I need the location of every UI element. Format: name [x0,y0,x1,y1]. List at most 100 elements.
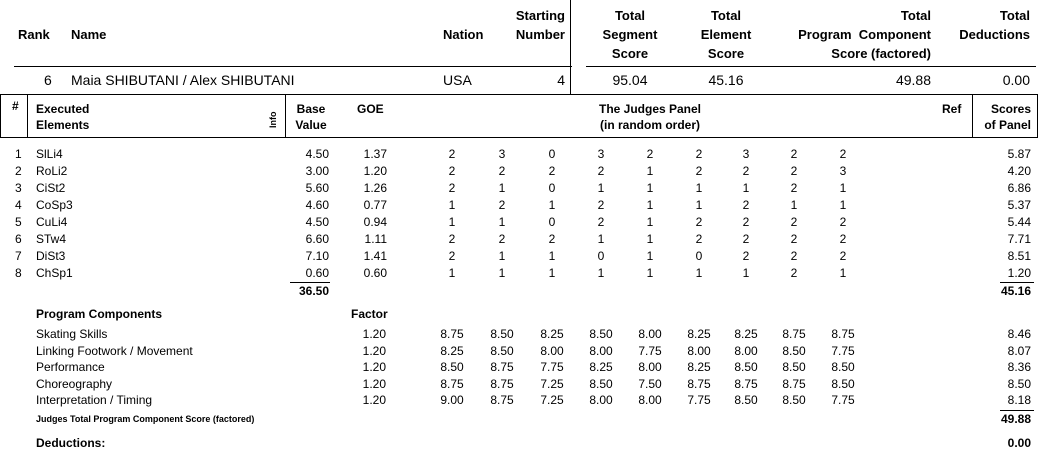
element-judge-score: 1 [790,198,798,212]
component-judge-score: 8.50 [589,376,613,391]
info-header: Info [268,111,278,129]
element-score-value: 45.16 [708,72,744,88]
component-judge-score: 8.00 [734,343,758,358]
element-judge-score: 2 [839,249,847,263]
pcs-header-1: Total [900,8,931,23]
rank-value: 6 [44,72,52,88]
element-goe: 1.26 [363,181,387,195]
element-judge-score: 2 [742,164,750,178]
element-base-value: 5.60 [305,181,329,195]
element-judge-score: 2 [790,215,798,229]
component-panel-score: 8.07 [1007,343,1031,358]
element-judge-score: 1 [646,198,654,212]
component-judge-score: 8.75 [734,376,758,391]
component-judge-score: 8.75 [490,393,514,407]
element-judge-score: 1 [839,266,847,280]
element-judge-score: 3 [839,164,847,178]
element-judge-score: 1 [695,198,703,212]
component-judge-score: 8.00 [589,343,613,358]
element-judge-score: 2 [498,232,506,246]
skater-name: Maia SHIBUTANI / Alex SHIBUTANI [71,72,295,88]
element-judge-score: 1 [548,198,556,212]
element-judge-score: 1 [597,266,605,280]
element-judge-score: 1 [646,232,654,246]
element-judge-score: 1 [839,181,847,195]
element-judge-score: 2 [790,232,798,246]
element-judge-score: 2 [790,164,798,178]
element-judge-score: 1 [646,181,654,195]
element-code: STw4 [36,232,67,246]
component-factor: 1.20 [362,343,386,358]
num-header: # [12,99,19,113]
component-name: Interpretation / Timing [36,393,153,407]
element-base-value: 4.60 [305,198,329,212]
component-judge-score: 8.50 [490,343,514,358]
element-judge-score: 1 [695,266,703,280]
element-judge-score: 2 [448,249,456,263]
element-row-number: 6 [15,232,22,246]
component-judge-score: 8.00 [540,343,564,358]
element-goe: 0.60 [363,266,387,280]
component-judge-score: 7.75 [540,360,564,374]
summary-divider [14,66,572,67]
element-judge-score: 3 [597,147,605,161]
component-judge-score: 8.00 [638,393,662,407]
segment-score-header-2: Segment [602,27,658,42]
element-base-value: 0.60 [305,266,329,280]
element-judge-score: 1 [839,198,847,212]
judges-panel-header-2: (in random order) [599,118,700,132]
component-judge-score: 8.50 [490,327,514,341]
base-value-total: 36.50 [298,284,329,298]
deductions-header-1: Total [999,8,1030,23]
elements-header-divider-num [27,94,28,138]
element-judge-score: 1 [448,266,456,280]
component-judge-score: 8.00 [638,327,662,341]
segment-score-value: 95.04 [612,72,648,88]
element-judge-score: 2 [548,232,556,246]
element-score-header-1: Total [710,8,742,23]
element-code: SlLi4 [36,147,63,161]
element-row-number: 7 [15,249,22,263]
element-panel-score: 7.71 [1007,232,1031,246]
elements-header-divider-info [285,94,286,138]
nation-header: Nation [443,27,484,42]
element-panel-score: 6.86 [1007,181,1031,195]
element-judge-score: 2 [548,164,556,178]
deductions-label: Deductions: [36,436,106,450]
scores-header-2: of Panel [984,118,1031,132]
element-judge-score: 2 [839,147,847,161]
judges-panel-header-1: The Judges Panel [598,102,702,116]
element-panel-score: 4.20 [1007,164,1031,178]
component-judge-score: 8.00 [589,393,613,407]
pcs-total-rule [1000,410,1034,411]
component-judge-score: 8.25 [687,360,711,374]
segment-score-header-3: Score [611,46,649,61]
component-judge-score: 8.25 [589,360,613,374]
component-factor: 1.20 [362,327,386,341]
element-judge-score: 2 [597,198,605,212]
element-judge-score: 1 [498,181,506,195]
element-row-number: 5 [15,215,22,229]
component-panel-score: 8.36 [1007,360,1031,374]
component-panel-score: 8.50 [1007,376,1031,391]
deductions-value: 0.00 [1002,72,1030,88]
element-row-number: 3 [15,181,22,195]
component-judge-score: 8.50 [589,327,613,341]
component-name: Choreography [36,376,113,391]
element-code: DiSt3 [36,249,66,263]
component-judge-score: 8.75 [831,327,855,341]
pcs-total-label: Judges Total Program Component Score (fa… [36,414,255,424]
element-judge-score: 1 [448,198,456,212]
element-judge-score: 2 [498,198,506,212]
component-judge-score: 8.50 [734,360,758,374]
element-judge-score: 2 [790,249,798,263]
component-judge-score: 8.50 [734,393,758,407]
element-judge-score: 1 [498,249,506,263]
component-judge-score: 8.50 [831,360,855,374]
element-judge-score: 1 [646,266,654,280]
element-judge-score: 2 [790,147,798,161]
factor-header: Factor [351,307,388,321]
elements-header-bottom-line [0,137,1038,138]
element-judge-score: 1 [646,164,654,178]
element-judge-score: 2 [646,147,654,161]
